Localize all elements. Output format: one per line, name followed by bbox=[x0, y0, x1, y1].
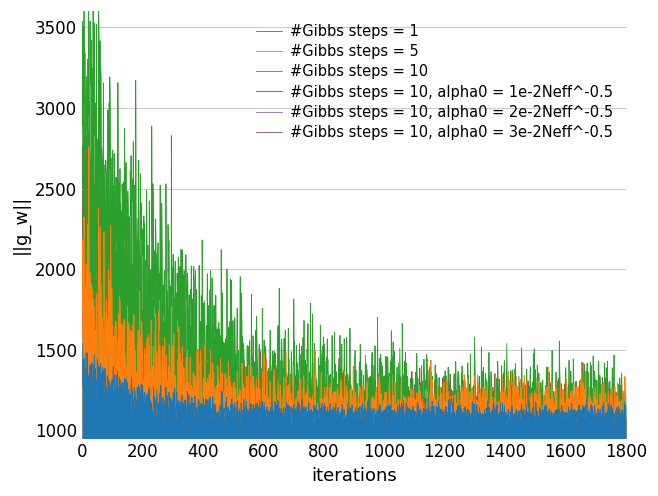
#Gibbs steps = 10 bbox=[622, 388, 630, 394]
#Gibbs steps = 10, alpha0 = 1e-2Neff^-0.5 bbox=[195, 416, 203, 422]
#Gibbs steps = 10, alpha0 = 2e-2Neff^-0.5 bbox=[450, 425, 458, 431]
#Gibbs steps = 1 bbox=[449, 412, 457, 418]
#Gibbs steps = 10, alpha0 = 1e-2Neff^-0.5 bbox=[124, 433, 132, 438]
#Gibbs steps = 10 bbox=[195, 395, 203, 401]
#Gibbs steps = 1 bbox=[386, 431, 394, 436]
#Gibbs steps = 5 bbox=[450, 425, 458, 431]
X-axis label: iterations: iterations bbox=[311, 467, 397, 485]
#Gibbs steps = 1 bbox=[622, 419, 630, 425]
#Gibbs steps = 10 bbox=[190, 433, 198, 438]
#Gibbs steps = 1 bbox=[303, 414, 311, 420]
#Gibbs steps = 10, alpha0 = 1e-2Neff^-0.5 bbox=[450, 426, 458, 432]
#Gibbs steps = 1 bbox=[282, 405, 290, 411]
#Gibbs steps = 10, alpha0 = 3e-2Neff^-0.5 bbox=[622, 423, 630, 429]
#Gibbs steps = 10 bbox=[110, 265, 118, 271]
#Gibbs steps = 10, alpha0 = 3e-2Neff^-0.5 bbox=[83, 108, 91, 114]
#Gibbs steps = 10 bbox=[301, 379, 309, 385]
#Gibbs steps = 10, alpha0 = 2e-2Neff^-0.5 bbox=[303, 395, 311, 401]
#Gibbs steps = 10, alpha0 = 2e-2Neff^-0.5 bbox=[78, 326, 86, 332]
#Gibbs steps = 10, alpha0 = 3e-2Neff^-0.5 bbox=[110, 279, 118, 285]
#Gibbs steps = 10, alpha0 = 3e-2Neff^-0.5 bbox=[282, 391, 290, 397]
Y-axis label: ||g_w||: ||g_w|| bbox=[11, 195, 30, 254]
#Gibbs steps = 10, alpha0 = 1e-2Neff^-0.5 bbox=[110, 391, 118, 397]
#Gibbs steps = 1 bbox=[78, 340, 86, 346]
#Gibbs steps = 10, alpha0 = 3e-2Neff^-0.5 bbox=[78, 236, 86, 242]
#Gibbs steps = 1 bbox=[300, 404, 308, 410]
#Gibbs steps = 10 bbox=[78, 184, 86, 190]
#Gibbs steps = 10, alpha0 = 2e-2Neff^-0.5 bbox=[110, 379, 118, 385]
#Gibbs steps = 10, alpha0 = 1e-2Neff^-0.5 bbox=[78, 384, 86, 390]
#Gibbs steps = 10, alpha0 = 1e-2Neff^-0.5 bbox=[303, 405, 311, 411]
#Gibbs steps = 10, alpha0 = 3e-2Neff^-0.5 bbox=[205, 433, 213, 438]
#Gibbs steps = 5 bbox=[78, 332, 86, 338]
#Gibbs steps = 10, alpha0 = 2e-2Neff^-0.5 bbox=[200, 433, 208, 438]
Line: #Gibbs steps = 10, alpha0 = 2e-2Neff^-0.5: #Gibbs steps = 10, alpha0 = 2e-2Neff^-0.… bbox=[82, 246, 626, 435]
#Gibbs steps = 10 bbox=[450, 374, 458, 380]
#Gibbs steps = 10, alpha0 = 3e-2Neff^-0.5 bbox=[303, 380, 311, 386]
#Gibbs steps = 10, alpha0 = 3e-2Neff^-0.5 bbox=[301, 417, 309, 423]
#Gibbs steps = 10, alpha0 = 3e-2Neff^-0.5 bbox=[450, 426, 458, 432]
#Gibbs steps = 5 bbox=[282, 350, 290, 356]
#Gibbs steps = 10, alpha0 = 2e-2Neff^-0.5 bbox=[80, 243, 88, 249]
Line: #Gibbs steps = 5: #Gibbs steps = 5 bbox=[82, 147, 626, 435]
#Gibbs steps = 5 bbox=[301, 403, 309, 409]
#Gibbs steps = 10, alpha0 = 2e-2Neff^-0.5 bbox=[282, 431, 290, 437]
Line: #Gibbs steps = 10: #Gibbs steps = 10 bbox=[82, 0, 626, 435]
#Gibbs steps = 5 bbox=[149, 433, 157, 438]
#Gibbs steps = 10, alpha0 = 3e-2Neff^-0.5 bbox=[195, 376, 203, 382]
#Gibbs steps = 5 bbox=[622, 417, 630, 423]
Line: #Gibbs steps = 1: #Gibbs steps = 1 bbox=[82, 343, 626, 434]
#Gibbs steps = 10, alpha0 = 2e-2Neff^-0.5 bbox=[195, 410, 203, 416]
#Gibbs steps = 1 bbox=[194, 396, 202, 402]
#Gibbs steps = 5 bbox=[110, 393, 118, 399]
#Gibbs steps = 5 bbox=[195, 395, 203, 401]
#Gibbs steps = 10 bbox=[282, 370, 290, 375]
#Gibbs steps = 1 bbox=[109, 364, 117, 370]
Line: #Gibbs steps = 10, alpha0 = 3e-2Neff^-0.5: #Gibbs steps = 10, alpha0 = 3e-2Neff^-0.… bbox=[82, 111, 626, 435]
#Gibbs steps = 10, alpha0 = 2e-2Neff^-0.5 bbox=[622, 400, 630, 406]
#Gibbs steps = 10, alpha0 = 2e-2Neff^-0.5 bbox=[301, 406, 309, 412]
#Gibbs steps = 10, alpha0 = 1e-2Neff^-0.5 bbox=[622, 418, 630, 424]
#Gibbs steps = 10 bbox=[303, 358, 311, 364]
#Gibbs steps = 10, alpha0 = 1e-2Neff^-0.5 bbox=[282, 408, 290, 414]
Line: #Gibbs steps = 10, alpha0 = 1e-2Neff^-0.5: #Gibbs steps = 10, alpha0 = 1e-2Neff^-0.… bbox=[82, 347, 626, 435]
#Gibbs steps = 5 bbox=[85, 144, 93, 150]
#Gibbs steps = 10, alpha0 = 1e-2Neff^-0.5 bbox=[301, 420, 309, 426]
#Gibbs steps = 5 bbox=[303, 427, 311, 433]
Legend: #Gibbs steps = 1, #Gibbs steps = 5, #Gibbs steps = 10, #Gibbs steps = 10, alpha0: #Gibbs steps = 1, #Gibbs steps = 5, #Gib… bbox=[250, 18, 619, 146]
#Gibbs steps = 10, alpha0 = 1e-2Neff^-0.5 bbox=[80, 344, 88, 350]
